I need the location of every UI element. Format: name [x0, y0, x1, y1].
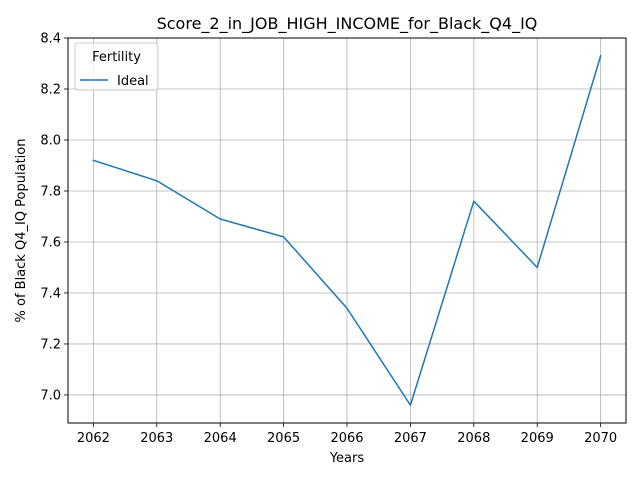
y-tick-label: 7.6: [40, 235, 61, 250]
y-tick-label: 7.0: [40, 388, 61, 403]
x-tick-label: 2063: [140, 431, 173, 446]
x-tick-label: 2066: [330, 431, 363, 446]
chart-title: Score_2_in_JOB_HIGH_INCOME_for_Black_Q4_…: [157, 14, 538, 34]
x-tick-label: 2067: [394, 431, 427, 446]
legend-label-ideal: Ideal: [117, 74, 149, 89]
y-tick-label: 7.2: [40, 337, 61, 352]
x-tick-label: 2068: [457, 431, 490, 446]
x-tick-label: 2064: [204, 431, 237, 446]
y-tick-label: 7.8: [40, 184, 61, 199]
x-tick-label: 2069: [521, 431, 554, 446]
legend-box: [74, 42, 159, 91]
y-tick-label: 8.0: [40, 133, 61, 148]
x-axis-label: Years: [329, 451, 365, 466]
series-layer: [92, 54, 602, 406]
x-tick-label: 2065: [267, 431, 300, 446]
y-axis-label: % of Black Q4_IQ Population: [14, 139, 29, 323]
y-tick-label: 7.4: [40, 286, 61, 301]
y-tick-label: 8.4: [40, 32, 61, 47]
ticks: 2062 2063 2064 2065 2066 2067 2068 2069 2070 7.0 7…: [40, 32, 617, 447]
series-line-ideal: [92, 54, 602, 406]
x-tick-label: 2070: [584, 431, 617, 446]
legend-title: Fertility: [92, 50, 141, 65]
x-tick-label: 2062: [77, 431, 110, 446]
grid: [68, 37, 626, 423]
legend: Fertility Ideal: [74, 42, 159, 91]
y-tick-label: 8.2: [40, 82, 61, 97]
